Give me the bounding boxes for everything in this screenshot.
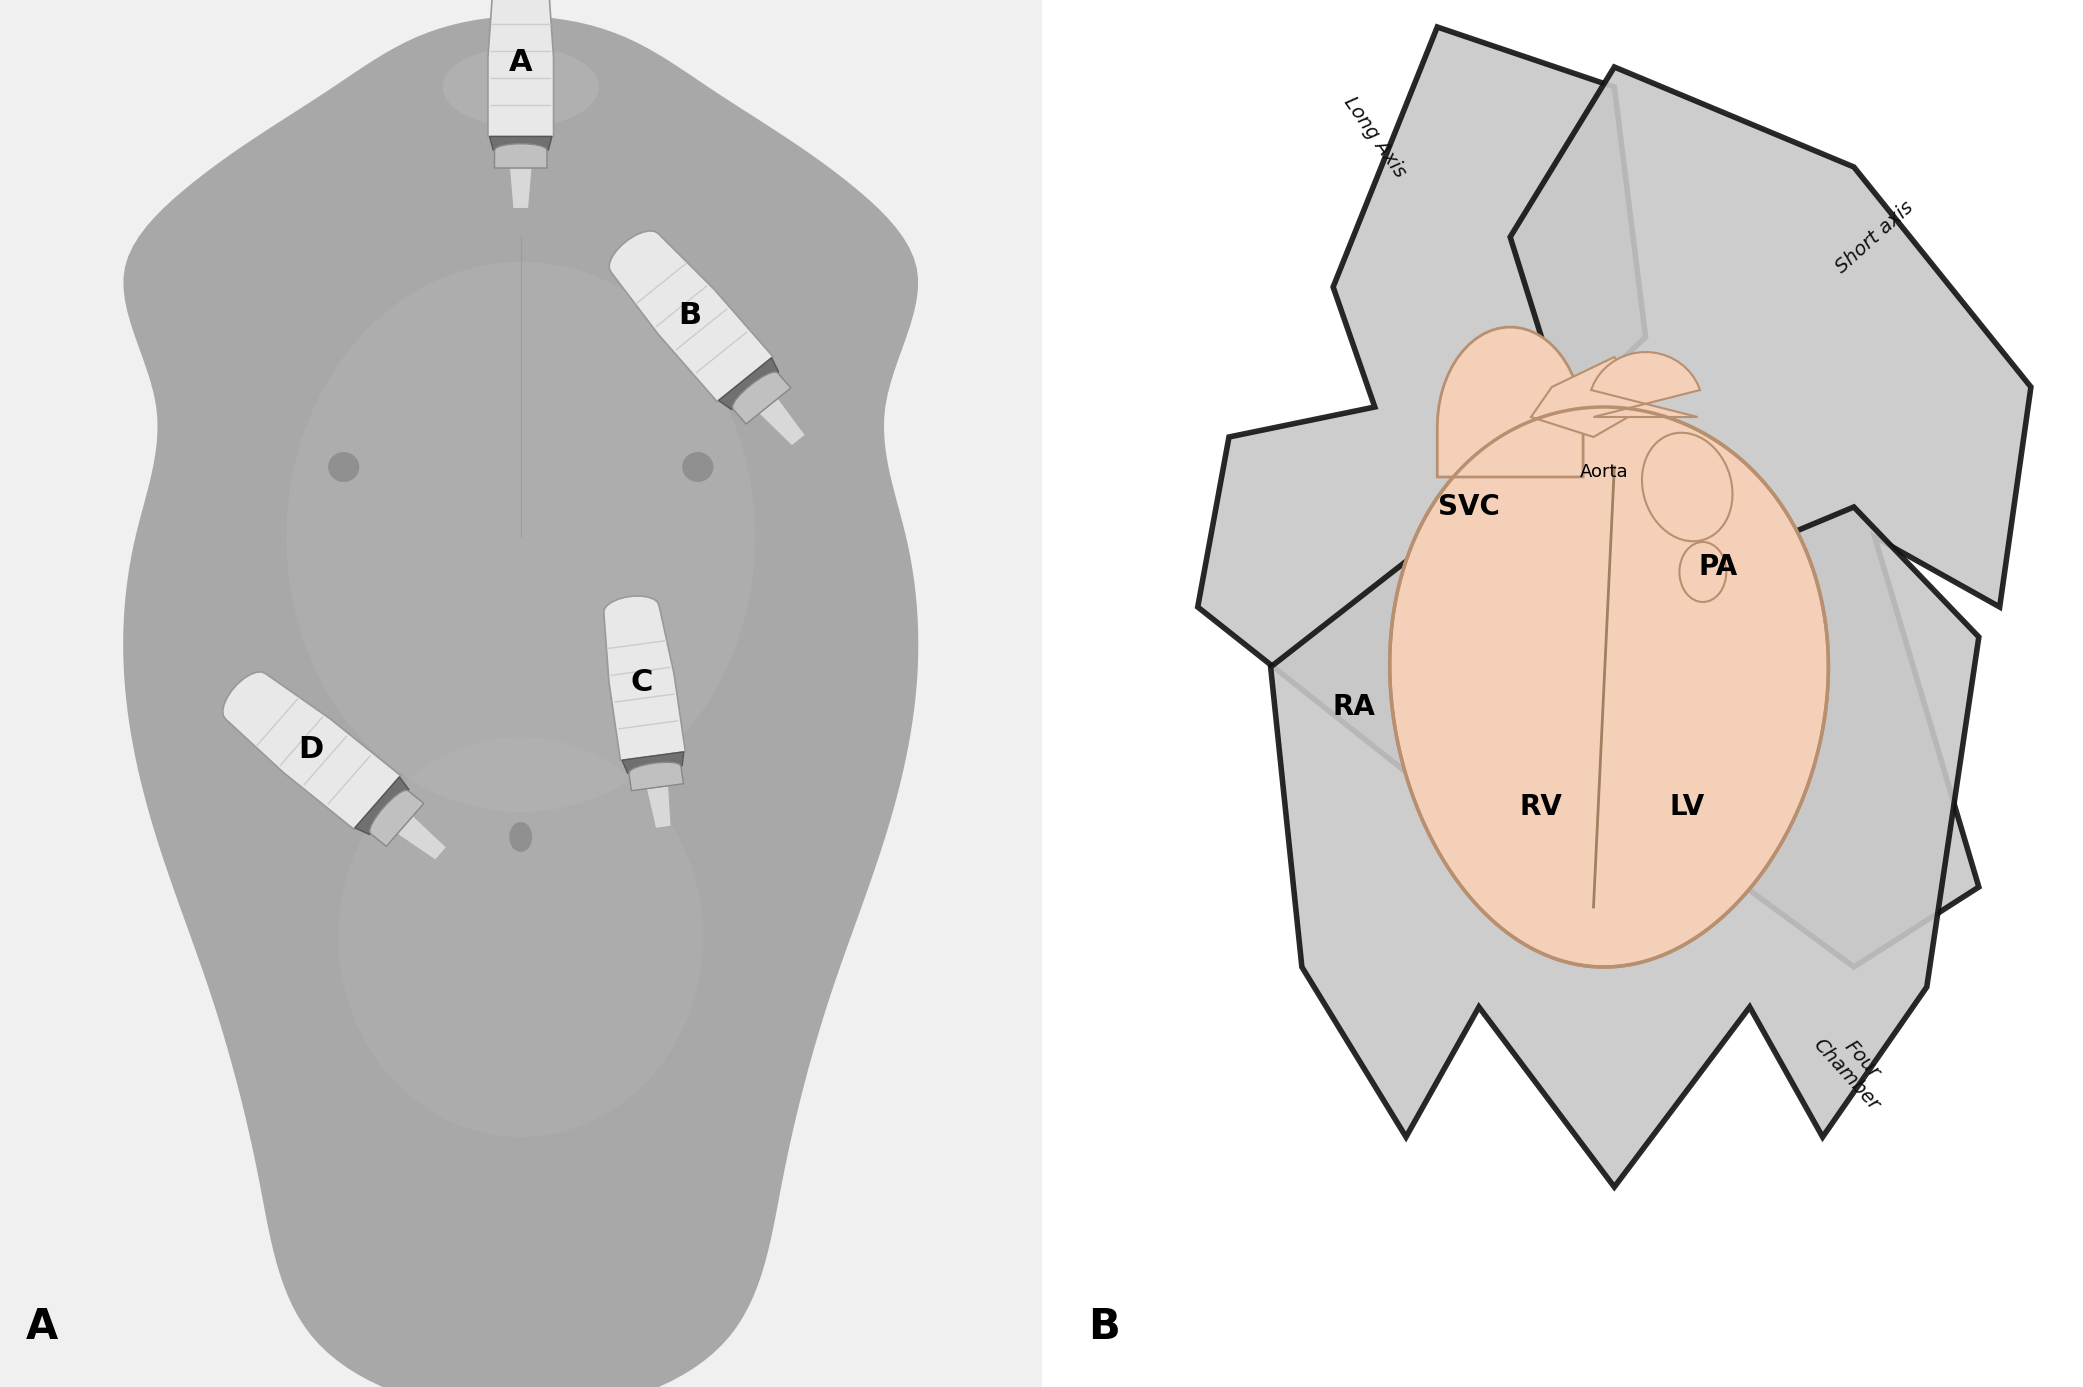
Polygon shape <box>608 230 773 402</box>
Polygon shape <box>604 596 685 760</box>
Polygon shape <box>1389 406 1829 967</box>
Text: Short axis: Short axis <box>1833 197 1916 276</box>
Ellipse shape <box>442 47 600 128</box>
Polygon shape <box>733 372 792 424</box>
Polygon shape <box>369 791 423 846</box>
Polygon shape <box>1271 508 1979 1187</box>
Polygon shape <box>719 358 779 409</box>
Text: LV: LV <box>1671 793 1704 821</box>
Ellipse shape <box>1679 542 1727 602</box>
Text: RA: RA <box>1333 694 1375 721</box>
Text: C: C <box>631 669 654 698</box>
Ellipse shape <box>508 822 533 852</box>
Polygon shape <box>223 671 400 829</box>
Text: PA: PA <box>1700 553 1737 581</box>
Circle shape <box>683 452 712 483</box>
Polygon shape <box>646 785 671 828</box>
Text: B: B <box>679 301 702 330</box>
Polygon shape <box>490 136 552 150</box>
Polygon shape <box>510 168 531 208</box>
Text: A: A <box>508 47 533 76</box>
Text: D: D <box>298 735 325 764</box>
Polygon shape <box>1479 67 2031 967</box>
Polygon shape <box>123 17 919 1387</box>
Text: SVC: SVC <box>1437 492 1500 522</box>
Text: Long Axis: Long Axis <box>1339 93 1410 180</box>
Polygon shape <box>1437 327 1583 477</box>
Text: RV: RV <box>1521 793 1562 821</box>
Ellipse shape <box>337 736 704 1137</box>
Polygon shape <box>494 144 548 168</box>
Text: Aorta: Aorta <box>1579 463 1629 481</box>
Text: B: B <box>1087 1307 1121 1348</box>
Polygon shape <box>0 0 1042 1387</box>
Polygon shape <box>1591 352 1700 417</box>
Polygon shape <box>629 763 683 791</box>
Polygon shape <box>354 777 408 835</box>
Text: Four
Chamber: Four Chamber <box>1808 1019 1900 1114</box>
Polygon shape <box>487 0 554 136</box>
Polygon shape <box>398 816 446 860</box>
Circle shape <box>329 452 358 483</box>
Polygon shape <box>1198 26 1718 938</box>
Ellipse shape <box>1641 433 1733 541</box>
Polygon shape <box>758 398 806 445</box>
Polygon shape <box>623 752 683 773</box>
Text: A: A <box>25 1307 58 1348</box>
Polygon shape <box>1531 356 1646 437</box>
Ellipse shape <box>287 262 754 811</box>
